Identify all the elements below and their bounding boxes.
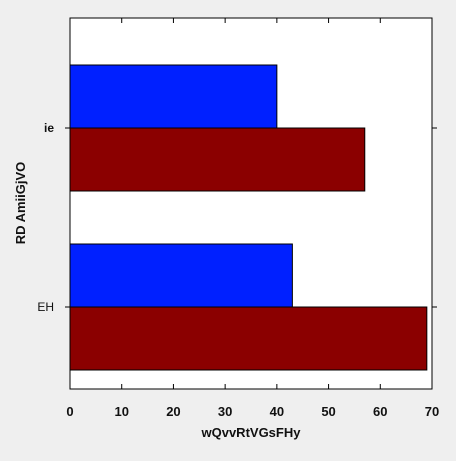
bar-EH-series-1 — [69, 243, 293, 308]
x-axis-label: wQvvRtVGsFHy — [201, 425, 302, 440]
y-tick-label-EH: EH — [37, 300, 54, 314]
x-tick-label: 40 — [270, 404, 284, 419]
bar-ie-series-2 — [69, 127, 366, 192]
ticks-layer: 0 10 20 30 40 50 60 70 ie EH — [37, 18, 439, 419]
x-tick-label: 30 — [218, 404, 232, 419]
y-axis-label: RD AmiiGjVO — [13, 162, 28, 245]
x-tick-label: 20 — [166, 404, 180, 419]
x-tick-label: 10 — [114, 404, 128, 419]
plot-frame — [69, 17, 433, 390]
y-tick-label-ie: ie — [44, 121, 54, 135]
x-tick-label: 70 — [425, 404, 439, 419]
x-tick-label: 50 — [321, 404, 335, 419]
x-tick-label: 60 — [373, 404, 387, 419]
bar-EH-series-2 — [69, 306, 428, 371]
bars-layer — [69, 64, 428, 371]
bar-ie-series-1 — [69, 64, 278, 129]
x-tick-label: 0 — [66, 404, 73, 419]
